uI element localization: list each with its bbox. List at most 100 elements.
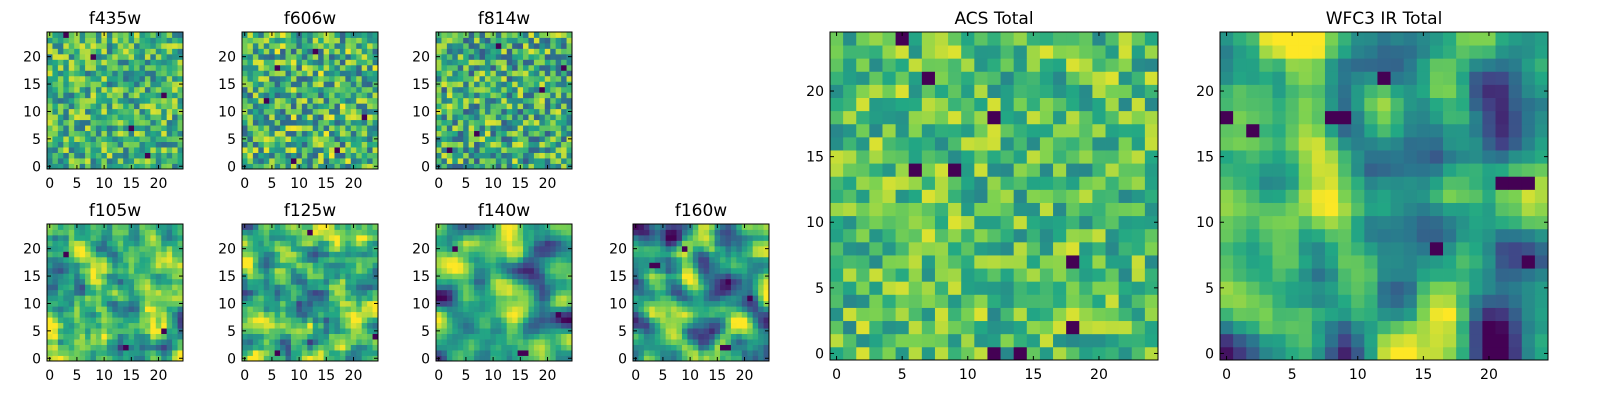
heatmap-cell (1092, 307, 1106, 322)
heatmap-cell (479, 103, 486, 110)
heatmap-cell (367, 53, 373, 60)
heatmap-cell (1079, 294, 1093, 308)
heatmap-cell (106, 311, 113, 318)
heatmap-cell (479, 300, 486, 307)
heatmap-cell (47, 114, 53, 121)
heatmap-cell (692, 251, 699, 258)
heatmap-cell (1105, 307, 1120, 322)
heatmap-cell (274, 37, 281, 44)
heatmap-cell (649, 300, 656, 307)
heatmap-cell (566, 32, 573, 38)
heatmap-cell (501, 92, 508, 99)
heatmap-cell (544, 333, 551, 340)
heatmap-cell (1131, 163, 1146, 177)
heatmap-cell (987, 307, 1001, 322)
heatmap-cell (654, 328, 661, 334)
heatmap-cell (436, 75, 442, 82)
heatmap-cell (528, 355, 535, 362)
heatmap-cell (161, 300, 168, 307)
heatmap-cell (533, 59, 540, 66)
heatmap-cell (139, 256, 146, 263)
heatmap-cell (544, 108, 551, 115)
heatmap-cell (523, 141, 529, 148)
heatmap-cell (720, 224, 726, 230)
heatmap-cell (741, 300, 748, 307)
heatmap-cell (123, 130, 129, 137)
heatmap-cell (307, 59, 314, 66)
heatmap-cell (436, 278, 442, 285)
heatmap-cell (747, 240, 754, 247)
heatmap-cell (172, 86, 178, 93)
heatmap-cell (134, 92, 140, 99)
heatmap-cell (463, 37, 470, 44)
heatmap-cell (356, 289, 363, 296)
heatmap-cell (495, 32, 502, 38)
heatmap-cell (528, 350, 535, 356)
heatmap-cell (1013, 307, 1028, 322)
heatmap-cell (79, 37, 86, 44)
heatmap-cell (555, 240, 562, 247)
heatmap-cell (643, 229, 650, 236)
heatmap-cell (720, 229, 726, 236)
heatmap-cell (468, 278, 475, 285)
heatmap-cell (166, 300, 173, 307)
heatmap-cell (484, 59, 491, 66)
heatmap-cell (566, 75, 573, 82)
heatmap-cell (856, 281, 870, 295)
heatmap-cell (63, 317, 70, 324)
heatmap-cell (676, 328, 683, 334)
heatmap-cell (441, 289, 448, 296)
heatmap-cell (144, 64, 151, 71)
heatmap-cell (484, 53, 491, 60)
heatmap-cell (495, 333, 502, 340)
heatmap-cell (484, 245, 491, 252)
heatmap-cell (85, 158, 91, 164)
heatmap-cell (128, 81, 135, 88)
heatmap-cell (68, 273, 75, 280)
heatmap-cell (274, 32, 281, 38)
heatmap-cell (334, 119, 341, 126)
heatmap-cell (128, 350, 135, 356)
heatmap-cell (501, 289, 508, 296)
heatmap-cell (139, 147, 146, 153)
heatmap-cell (177, 317, 184, 324)
heatmap-cell (258, 251, 265, 258)
heatmap-cell (1039, 189, 1054, 203)
heatmap-cell (758, 317, 764, 324)
heatmap-cell (441, 70, 448, 77)
heatmap-cell (172, 53, 178, 60)
heatmap-cell (1118, 241, 1133, 256)
heatmap-cell (1118, 294, 1133, 308)
heatmap-cell (274, 64, 281, 71)
heatmap-cell (550, 141, 557, 148)
heatmap-cell (446, 256, 453, 263)
heatmap-cell (703, 295, 710, 302)
heatmap-cell (566, 339, 573, 345)
heatmap-cell (285, 92, 292, 99)
heatmap-cell (484, 97, 491, 104)
heatmap-cell (290, 300, 297, 307)
heatmap-cell (441, 75, 448, 82)
heatmap-cell (52, 344, 59, 351)
heatmap-cell (329, 355, 335, 362)
heatmap-cell (247, 251, 254, 258)
heatmap-cell (106, 130, 113, 137)
heatmap-cell (296, 328, 303, 334)
heatmap-cell (895, 320, 910, 335)
heatmap-cell (1105, 320, 1120, 335)
heatmap-cell (112, 64, 119, 71)
heatmap-cell (638, 240, 645, 247)
heatmap-cell (908, 281, 923, 295)
heatmap-cell (166, 152, 173, 159)
heatmap-cell (843, 150, 857, 164)
heatmap-cell (301, 42, 308, 49)
heatmap-cell (638, 278, 645, 285)
heatmap-cell (144, 92, 151, 99)
heatmap-cell (334, 108, 341, 115)
heatmap-cell (539, 48, 546, 55)
heatmap-cell (285, 344, 292, 351)
y-tick-label: 10 (412, 104, 430, 120)
heatmap-cell (269, 97, 276, 104)
heatmap-cell (550, 64, 557, 71)
heatmap-cell (74, 284, 81, 291)
